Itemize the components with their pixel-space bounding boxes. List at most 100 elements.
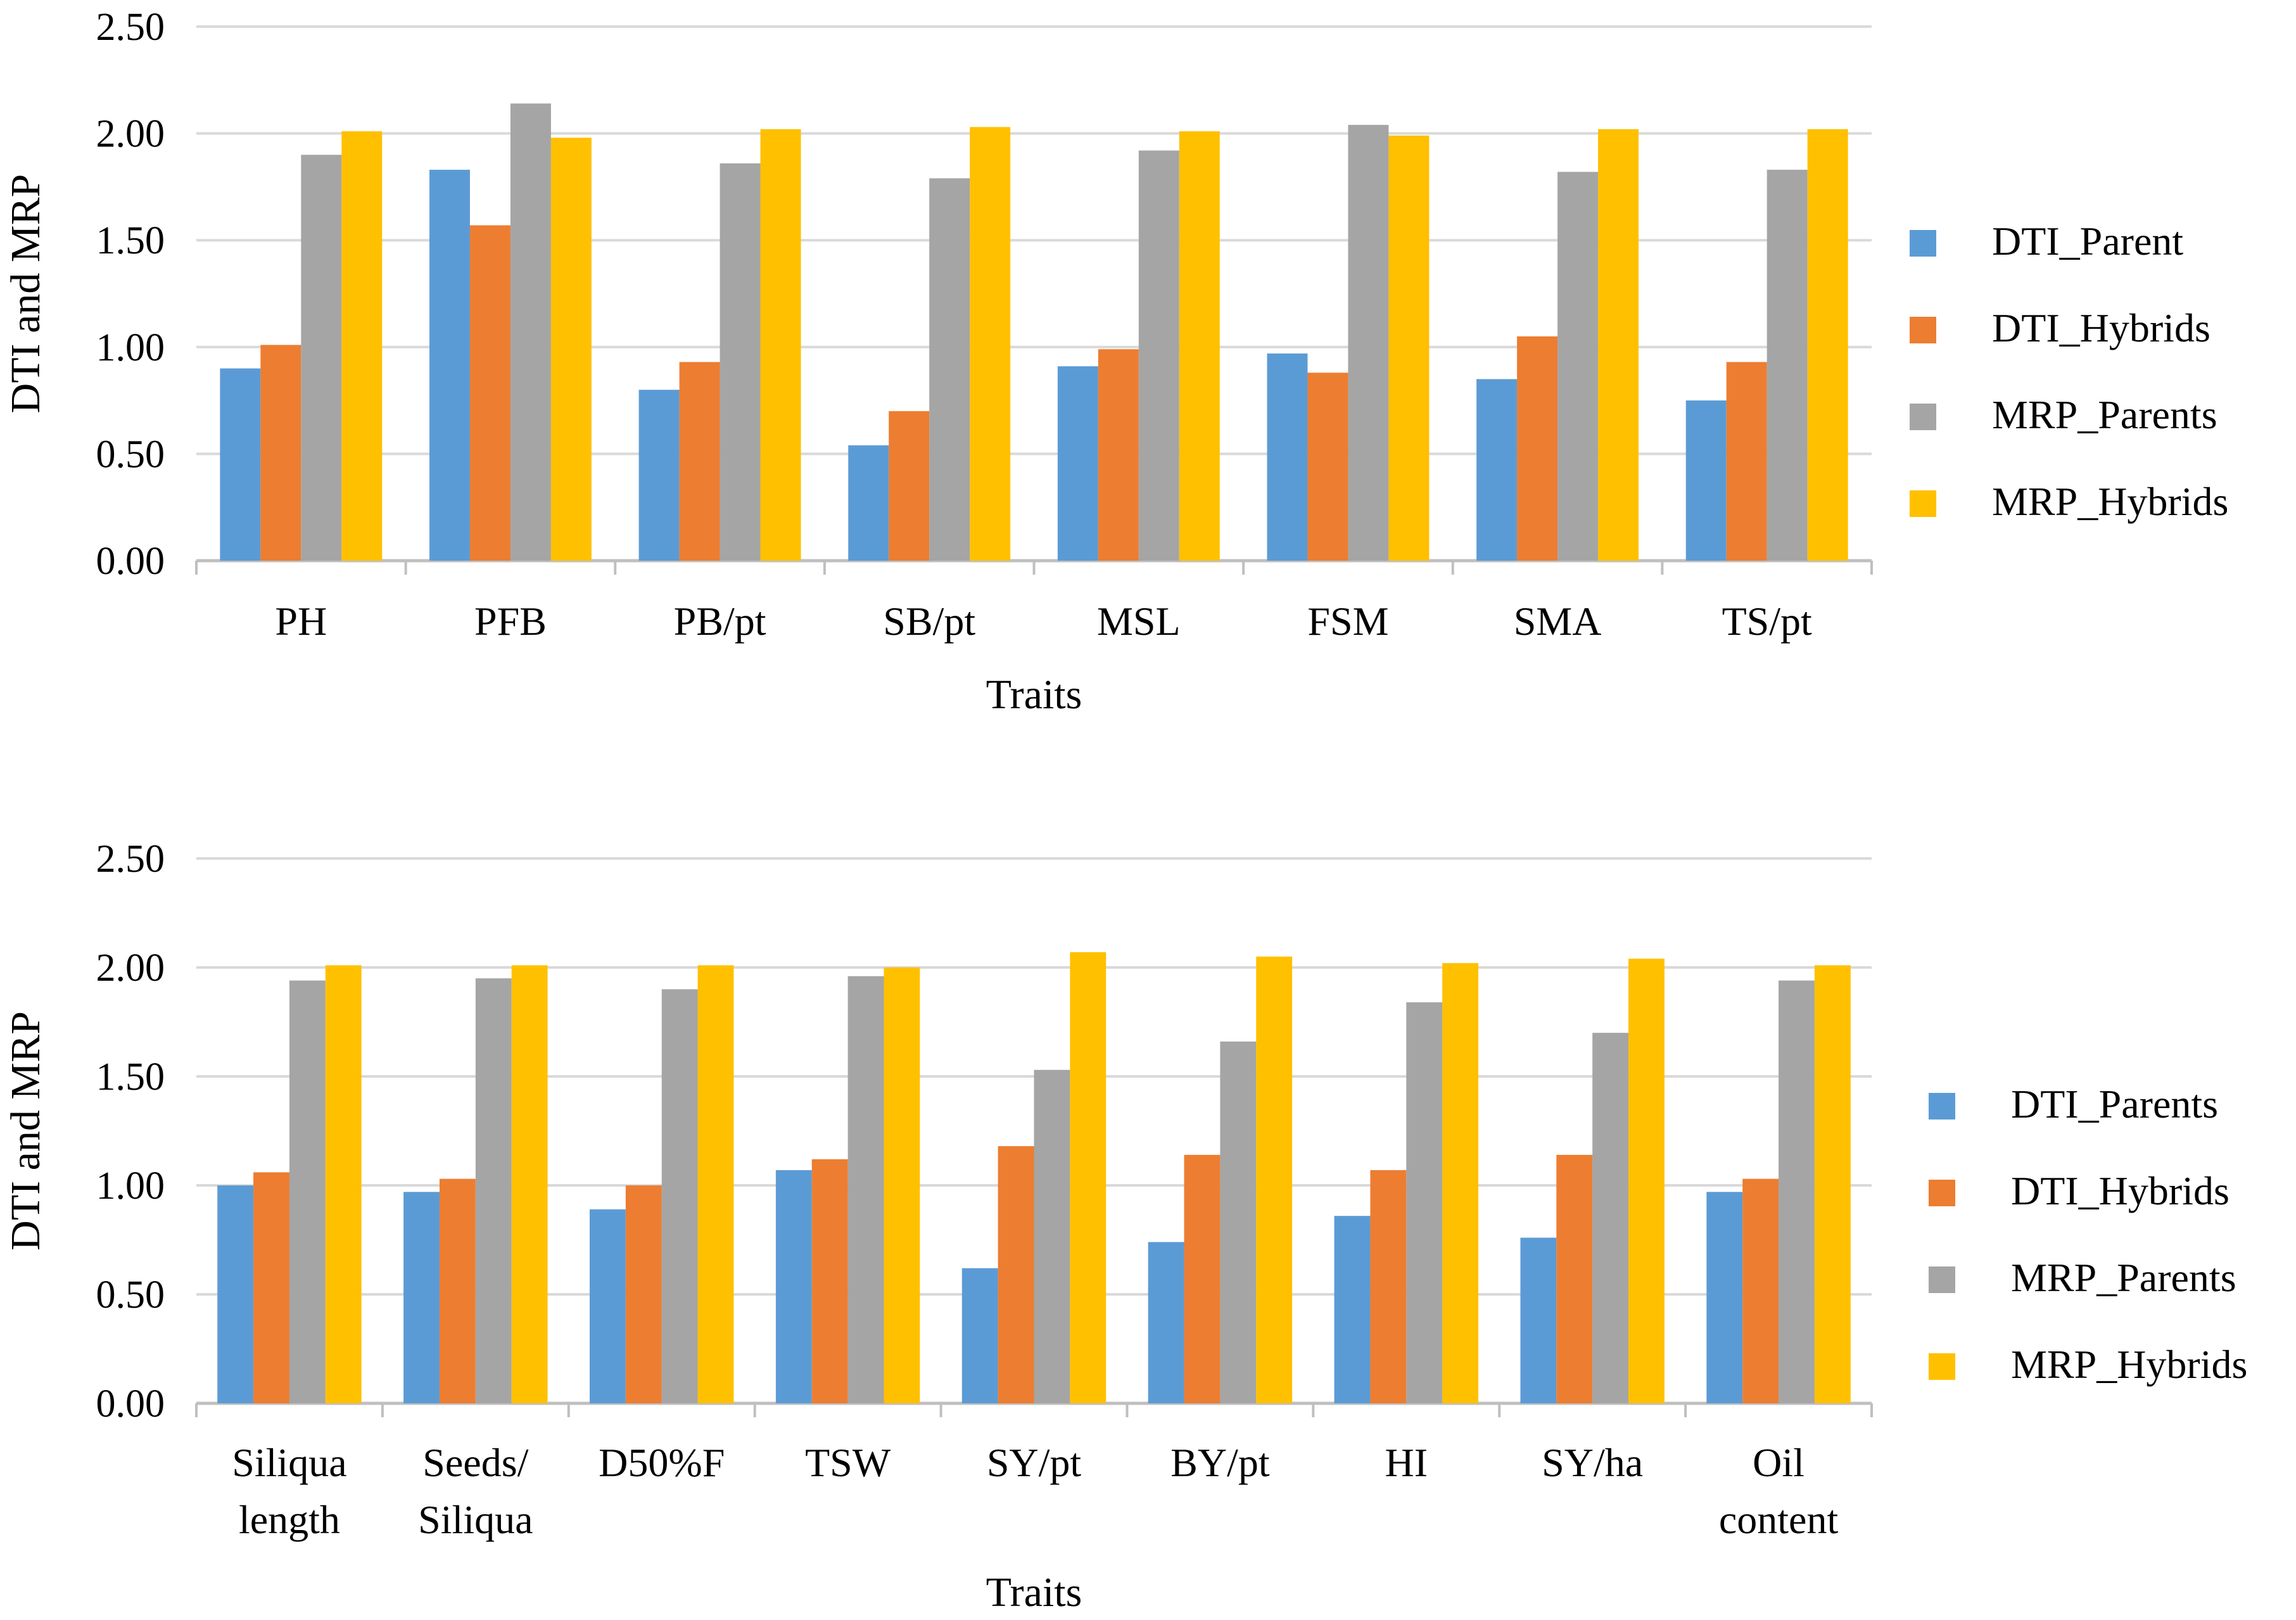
bar-dti-parents — [403, 1192, 440, 1403]
y-tick-label: 0.00 — [96, 1382, 165, 1425]
bar-dti-hybrids — [1517, 336, 1558, 561]
bar-mrp-parents — [1779, 980, 1815, 1403]
legend-label: MRP_Hybrids — [2011, 1342, 2247, 1387]
x-category-label: Siliqua — [232, 1440, 346, 1485]
bar-mrp-parents — [475, 978, 512, 1403]
legend-swatch — [1929, 1093, 1955, 1119]
x-category-label: Seeds/ — [422, 1440, 528, 1485]
bar-mrp-parents — [301, 155, 342, 561]
bar-dti-hybrids — [253, 1172, 289, 1403]
bar-dti-parent — [220, 368, 261, 561]
bar-mrp-hybrids — [1442, 963, 1479, 1403]
bar-dti-hybrids — [1742, 1178, 1779, 1403]
bar-mrp-parents — [1592, 1033, 1629, 1403]
bar-dti-parents — [1148, 1242, 1184, 1403]
bar-dti-parent — [1267, 353, 1308, 561]
bar-dti-hybrids — [998, 1146, 1034, 1403]
x-category-label: content — [1719, 1497, 1839, 1542]
legend-swatch — [1929, 1180, 1955, 1206]
y-tick-label: 1.00 — [96, 1164, 165, 1208]
legend-swatch — [1929, 1266, 1955, 1293]
bar-mrp-hybrids — [1807, 129, 1848, 561]
legend-label: MRP_Parents — [2011, 1255, 2236, 1300]
bar-mrp-parents — [289, 980, 326, 1403]
bar-dti-parents — [775, 1170, 812, 1403]
bar-mrp-parents — [1406, 1002, 1443, 1403]
x-category-label: PFB — [474, 599, 547, 644]
y-tick-label: 0.50 — [96, 433, 165, 476]
bar-dti-hybrids — [811, 1159, 848, 1403]
legend-label: MRP_Parents — [1992, 392, 2217, 437]
bar-dti-parents — [1706, 1192, 1743, 1403]
legend-label: DTI_Parent — [1992, 219, 2183, 264]
x-category-label: BY/pt — [1170, 1440, 1270, 1485]
bar-mrp-parents — [510, 103, 551, 561]
bar-mrp-parents — [1557, 172, 1599, 561]
bar-mrp-hybrids — [550, 137, 592, 561]
bar-dti-parents — [961, 1268, 998, 1403]
bar-mrp-parents — [1138, 150, 1179, 561]
bar-mrp-hybrids — [341, 131, 383, 561]
bar-dti-hybrids — [679, 362, 720, 561]
bar-dti-hybrids — [889, 411, 930, 561]
bar-dti-parents — [217, 1185, 254, 1403]
x-category-label: SY/ha — [1542, 1440, 1643, 1485]
bar-dti-parent — [1685, 400, 1727, 561]
x-category-label: PB/pt — [674, 599, 766, 644]
bar-mrp-parents — [847, 976, 884, 1403]
y-tick-label: 0.00 — [96, 540, 165, 583]
y-tick-label: 2.50 — [96, 6, 165, 49]
bar-mrp-hybrids — [511, 965, 548, 1403]
bar-dti-hybrids — [260, 345, 301, 561]
bar-dti-parent — [848, 445, 889, 561]
x-category-label: Oil — [1753, 1440, 1804, 1485]
legend-swatch — [1910, 230, 1936, 257]
chart-top: 0.00 0.50 1.00 1.50 2.00 2.50 PH PFB PB/pt SB/pt M… — [3, 6, 2228, 718]
bar-mrp-parents — [929, 178, 970, 561]
bar-dti-hybrids — [469, 225, 511, 561]
bar-dti-parents — [1520, 1237, 1557, 1403]
bar-mrp-hybrids — [1814, 965, 1851, 1403]
bar-dti-hybrids — [1726, 362, 1767, 561]
x-category-label: SMA — [1514, 599, 1602, 644]
bar-dti-parent — [429, 169, 470, 561]
bar-dti-parent — [638, 390, 680, 561]
legend-label: DTI_Parents — [2011, 1081, 2218, 1126]
bar-mrp-hybrids — [760, 129, 801, 561]
y-tick-label: 2.50 — [96, 838, 165, 881]
bar-mrp-parents — [1220, 1041, 1257, 1403]
x-category-label: length — [239, 1497, 340, 1542]
x-category-label: FSM — [1307, 599, 1388, 644]
bar-mrp-hybrids — [1628, 959, 1665, 1403]
bar-mrp-hybrids — [1070, 952, 1107, 1403]
bar-mrp-parents — [661, 989, 698, 1403]
legend-label: MRP_Hybrids — [1992, 479, 2228, 524]
x-category-label: SB/pt — [883, 599, 975, 644]
legend-label: DTI_Hybrids — [1992, 305, 2210, 350]
bar-mrp-parents — [720, 163, 761, 561]
y-tick-label: 1.50 — [96, 219, 165, 262]
x-category-label: SY/pt — [987, 1440, 1082, 1485]
x-category-label: Siliqua — [418, 1497, 533, 1542]
legend-swatch — [1910, 317, 1936, 343]
y-axis-title: DTI and MRP — [3, 174, 49, 414]
x-category-label: PH — [275, 599, 327, 644]
y-axis-title: DTI and MRP — [3, 1011, 49, 1251]
bar-dti-hybrids — [1307, 373, 1348, 561]
bar-mrp-hybrids — [970, 127, 1011, 561]
y-tick-label: 0.50 — [96, 1273, 165, 1317]
y-tick-label: 1.00 — [96, 326, 165, 369]
bar-dti-hybrids — [625, 1185, 662, 1403]
bar-mrp-parents — [1766, 169, 1808, 561]
legend-label: DTI_Hybrids — [2011, 1168, 2229, 1213]
bar-mrp-hybrids — [884, 967, 920, 1403]
x-axis-title: Traits — [986, 672, 1082, 718]
x-category-label: D50%F — [599, 1440, 725, 1485]
bar-mrp-parents — [1348, 125, 1389, 561]
bar-dti-hybrids — [1370, 1170, 1407, 1403]
bar-mrp-hybrids — [697, 965, 734, 1403]
bar-dti-hybrids — [1184, 1154, 1221, 1403]
bar-mrp-hybrids — [1179, 131, 1220, 561]
y-tick-label: 2.00 — [96, 947, 165, 990]
